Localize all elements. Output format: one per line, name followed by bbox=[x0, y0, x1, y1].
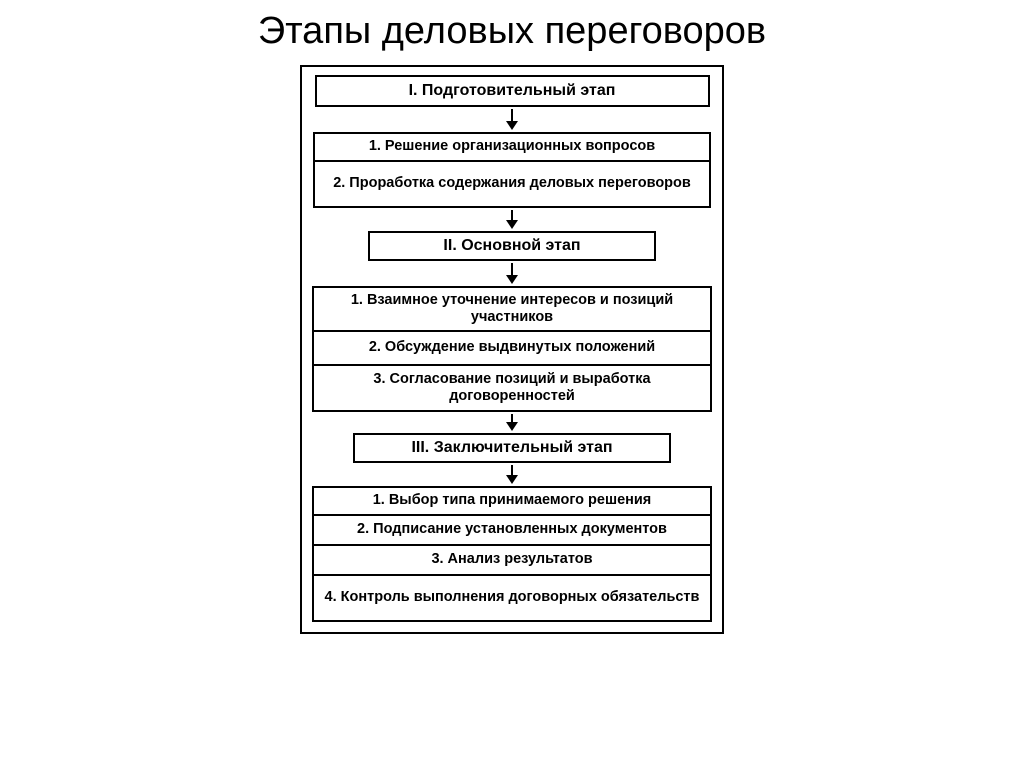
flowchart-container: I. Подготовительный этап 1. Решение орга… bbox=[0, 65, 1024, 634]
arrow-icon bbox=[506, 465, 518, 484]
stage-1-header: I. Подготовительный этап bbox=[315, 75, 710, 107]
stage-3-item: 3. Анализ результатов bbox=[312, 546, 712, 576]
stage-1-item: 1. Решение организационных вопросов bbox=[313, 132, 711, 162]
stage-2-item: 2. Обсуждение выдвинутых положений bbox=[312, 332, 712, 366]
stage-3-item: 1. Выбор типа принимаемого решения bbox=[312, 486, 712, 516]
stage-3-item: 4. Контроль выполнения договорных обязат… bbox=[312, 576, 712, 622]
arrow-icon bbox=[506, 263, 518, 284]
arrow-icon bbox=[506, 210, 518, 229]
stage-1-item: 2. Проработка содержания деловых перегов… bbox=[313, 162, 711, 208]
stage-1-group: 1. Решение организационных вопросов 2. П… bbox=[313, 132, 711, 208]
stage-3-header: III. Заключительный этап bbox=[353, 433, 671, 463]
arrow-icon bbox=[506, 414, 518, 431]
stage-3-item: 2. Подписание установленных документов bbox=[312, 516, 712, 546]
arrow-icon bbox=[506, 109, 518, 130]
stage-2-item: 1. Взаимное уточнение интересов и позици… bbox=[312, 286, 712, 332]
stage-2-header: II. Основной этап bbox=[368, 231, 656, 261]
stage-3-group: 1. Выбор типа принимаемого решения 2. По… bbox=[312, 486, 712, 622]
page-title: Этапы деловых переговоров bbox=[0, 10, 1024, 53]
flowchart-frame: I. Подготовительный этап 1. Решение орга… bbox=[300, 65, 724, 634]
flowchart-inner: I. Подготовительный этап 1. Решение орга… bbox=[312, 75, 712, 622]
stage-2-item: 3. Согласование позиций и выработка дого… bbox=[312, 366, 712, 412]
stage-2-group: 1. Взаимное уточнение интересов и позици… bbox=[312, 286, 712, 412]
